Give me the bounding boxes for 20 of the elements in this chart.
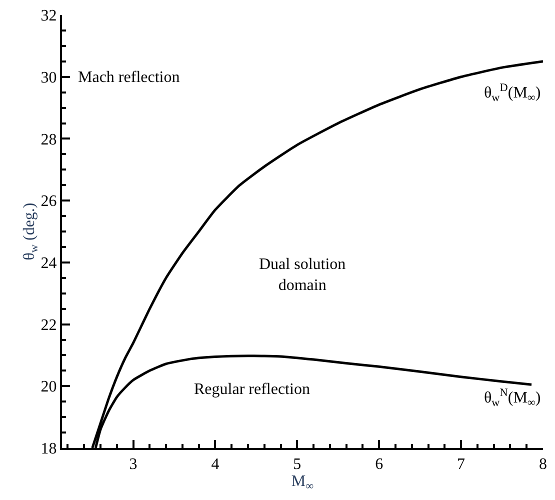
x-tick-label: 5	[293, 456, 302, 474]
x-tick-label: 6	[375, 456, 384, 474]
annotation: Regular reflection	[194, 381, 310, 398]
x-tick-label: 4	[211, 456, 220, 474]
y-tick-label: 26	[40, 193, 57, 210]
y-tick-label: 32	[40, 8, 57, 25]
annotation: Mach reflection	[78, 69, 180, 86]
annotation: θ$_{w}$$^{N}$(M$_{∞}$)	[484, 387, 541, 410]
y-tick-label: 28	[40, 131, 57, 148]
y-tick-label: 18	[40, 440, 57, 458]
annotation: Dual solution domain	[259, 256, 346, 294]
x-tick-label: 7	[457, 456, 466, 474]
x-axis-title: M$_{∞}$	[291, 473, 314, 493]
y-tick-label: 22	[40, 316, 57, 334]
y-tick-label: 24	[40, 255, 57, 272]
y-tick-label: 20	[40, 378, 57, 396]
x-tick-label: 8	[539, 456, 547, 474]
y-tick-label: 30	[40, 69, 57, 86]
annotation: θ$_{w}$$^{D}$(M$_{∞}$)	[484, 82, 541, 104]
x-tick-label: 3	[129, 456, 138, 474]
